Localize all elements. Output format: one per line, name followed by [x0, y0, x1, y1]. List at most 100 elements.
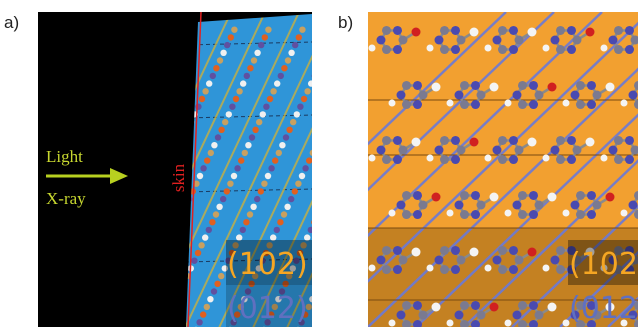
atom: [356, 196, 362, 202]
atom: [207, 296, 213, 302]
atom: [412, 138, 421, 147]
atom: [435, 256, 444, 265]
atom: [490, 303, 499, 312]
atom: [208, 150, 214, 156]
atom: [447, 320, 454, 327]
atom: [593, 201, 602, 210]
atom: [243, 219, 249, 225]
plane-label: (102): [227, 247, 308, 282]
atom: [601, 45, 608, 52]
atom: [382, 155, 391, 164]
atom: [258, 188, 264, 194]
atom: [509, 265, 518, 274]
atom: [340, 304, 346, 310]
atom: [369, 155, 376, 162]
atom: [435, 36, 444, 45]
atom: [419, 201, 428, 210]
atom: [204, 304, 210, 310]
atom: [351, 134, 357, 140]
atom: [402, 210, 411, 219]
atom: [234, 165, 240, 171]
atom: [518, 210, 527, 219]
atom: [529, 100, 538, 109]
atom: [315, 65, 321, 71]
atom: [460, 301, 469, 310]
atom: [277, 219, 283, 225]
light-label: Light: [46, 147, 83, 166]
atom: [220, 196, 226, 202]
atom: [217, 57, 223, 63]
atom: [288, 50, 294, 56]
atom: [279, 142, 285, 148]
atom: [576, 100, 585, 109]
atom: [515, 256, 524, 265]
atom: [324, 265, 330, 271]
atom: [447, 210, 454, 217]
atom: [435, 146, 444, 155]
atom: [509, 136, 518, 145]
atom: [413, 81, 422, 90]
atom: [548, 303, 557, 312]
atom: [254, 196, 260, 202]
atom: [576, 191, 585, 200]
atom: [322, 50, 328, 56]
atom: [498, 45, 507, 54]
atom: [213, 65, 219, 71]
atom: [202, 88, 208, 94]
atom: [261, 181, 267, 187]
atom: [413, 301, 422, 310]
atom: [206, 80, 212, 86]
atom: [344, 150, 350, 156]
atom: [301, 96, 307, 102]
atom: [256, 119, 262, 125]
atom: [606, 83, 615, 92]
atom: [625, 45, 634, 54]
atom: [199, 96, 205, 102]
atom: [498, 26, 507, 35]
atom: [573, 36, 582, 45]
atom: [571, 201, 580, 210]
atom: [567, 155, 576, 164]
atom: [285, 57, 291, 63]
atom: [299, 173, 305, 179]
atom: [485, 155, 492, 162]
atom: [397, 201, 406, 210]
atom: [614, 26, 623, 35]
atom: [412, 28, 421, 37]
atom: [477, 201, 486, 210]
atom: [485, 265, 492, 272]
atom: [556, 26, 565, 35]
atom: [509, 246, 518, 255]
atom: [231, 173, 237, 179]
atom: [587, 100, 596, 109]
atom: [377, 36, 386, 45]
atom: [281, 211, 287, 217]
atom: [471, 210, 480, 219]
atom: [315, 211, 321, 217]
atom: [493, 256, 502, 265]
atom: [614, 155, 623, 164]
atom: [236, 88, 242, 94]
atom: [567, 26, 576, 35]
atom: [324, 119, 330, 125]
atom: [276, 150, 282, 156]
atom: [327, 258, 333, 264]
atom: [625, 136, 634, 145]
atom: [529, 191, 538, 200]
atom: [498, 155, 507, 164]
atom: [460, 210, 469, 219]
atom: [206, 227, 212, 233]
atom: [477, 311, 486, 320]
atom: [362, 111, 368, 117]
atom: [322, 196, 328, 202]
atom: [294, 111, 300, 117]
atom: [518, 301, 527, 310]
atom: [268, 165, 274, 171]
atom: [419, 311, 428, 320]
skin-label: skin: [169, 163, 188, 192]
atom: [393, 26, 402, 35]
atom: [292, 42, 298, 48]
atom: [432, 303, 441, 312]
atom: [320, 127, 326, 133]
atom: [238, 157, 244, 163]
